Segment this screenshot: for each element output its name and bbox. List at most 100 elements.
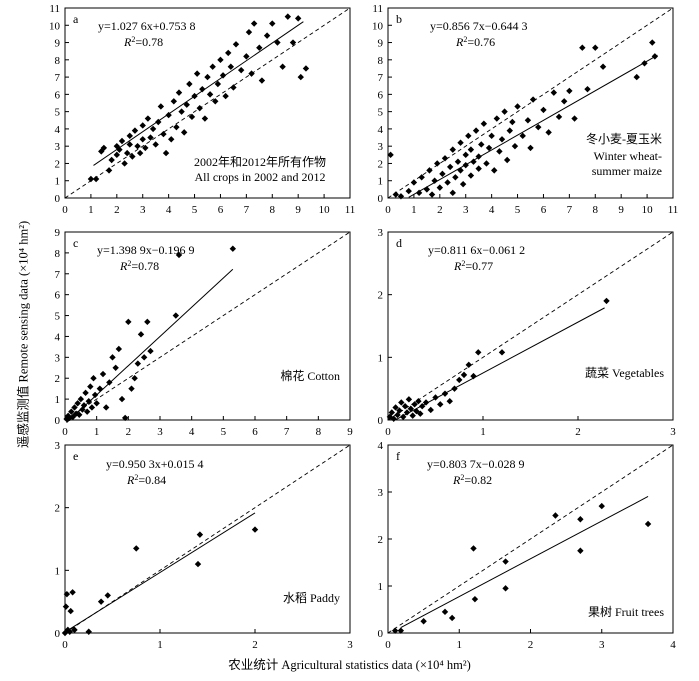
x-tick-label: 1 bbox=[480, 426, 486, 438]
x-tick-label: 1 bbox=[157, 639, 163, 651]
x-axis-label: 农业统计 Agricultural statistics data (×10⁴ … bbox=[228, 658, 471, 672]
data-point bbox=[183, 101, 190, 108]
data-point bbox=[441, 155, 449, 162]
crop-label: 冬小麦-夏玉米 bbox=[586, 131, 662, 146]
data-point bbox=[115, 345, 123, 353]
regression-equation: y=0.803 7x−0.028 9 bbox=[427, 457, 525, 471]
y-tick-label: 6 bbox=[55, 290, 61, 302]
data-point bbox=[209, 63, 216, 70]
y-tick-label: 8 bbox=[55, 55, 61, 67]
data-point bbox=[289, 39, 297, 46]
data-point bbox=[88, 404, 96, 411]
data-point bbox=[64, 626, 72, 634]
y-tick-label: 0 bbox=[55, 628, 61, 640]
data-point bbox=[407, 405, 414, 412]
x-tick-label: 1 bbox=[457, 639, 463, 651]
data-point bbox=[584, 85, 591, 93]
data-point bbox=[99, 370, 107, 378]
x-tick-label: 6 bbox=[252, 426, 258, 438]
y-tick-label: 8 bbox=[378, 55, 384, 67]
data-point bbox=[125, 318, 132, 326]
x-tick-label: 1 bbox=[88, 204, 94, 216]
data-point bbox=[493, 115, 501, 122]
data-point bbox=[104, 592, 111, 599]
data-point bbox=[97, 598, 105, 605]
data-point bbox=[401, 403, 409, 410]
data-point bbox=[155, 118, 162, 126]
x-tick-label: 1 bbox=[411, 204, 417, 216]
data-point bbox=[76, 411, 83, 418]
data-point bbox=[527, 144, 534, 152]
data-point bbox=[87, 383, 94, 390]
data-point bbox=[63, 590, 71, 598]
x-tick-label: 2 bbox=[575, 426, 581, 438]
x-tick-label: 2 bbox=[437, 204, 443, 216]
x-tick-label: 7 bbox=[284, 426, 290, 438]
x-tick-label: 4 bbox=[489, 204, 495, 216]
x-tick-label: 11 bbox=[345, 204, 356, 216]
data-point bbox=[258, 77, 266, 84]
data-point bbox=[96, 385, 104, 392]
data-point bbox=[644, 520, 652, 528]
data-point bbox=[485, 144, 493, 152]
y-tick-label: 2 bbox=[55, 158, 61, 170]
x-tick-label: 2 bbox=[126, 426, 132, 438]
regression-line bbox=[64, 512, 256, 633]
data-point bbox=[67, 607, 74, 615]
data-point bbox=[391, 627, 399, 634]
y-tick-label: 3 bbox=[378, 487, 384, 499]
data-point bbox=[137, 331, 145, 338]
panel-letter: e bbox=[73, 449, 78, 463]
data-point bbox=[269, 20, 276, 27]
data-point bbox=[263, 32, 271, 39]
data-point bbox=[91, 391, 99, 399]
data-point bbox=[392, 404, 399, 411]
data-point bbox=[480, 120, 488, 127]
plot-frame bbox=[64, 444, 351, 634]
data-point bbox=[232, 41, 240, 48]
data-point bbox=[279, 63, 286, 70]
y-tick-label: 1 bbox=[378, 176, 384, 188]
data-point bbox=[475, 153, 482, 160]
data-point bbox=[496, 148, 503, 155]
y-tick-label: 5 bbox=[55, 311, 61, 323]
x-tick-label: 6 bbox=[541, 204, 547, 216]
data-point bbox=[460, 371, 468, 379]
regression-line bbox=[400, 496, 649, 629]
data-point bbox=[140, 354, 148, 361]
data-point bbox=[397, 193, 405, 200]
data-point bbox=[502, 585, 509, 592]
x-tick-label: 0 bbox=[385, 204, 391, 216]
data-point bbox=[470, 158, 477, 165]
one-to-one-line bbox=[64, 231, 351, 421]
data-point bbox=[201, 115, 209, 122]
y-tick-label: 9 bbox=[378, 38, 384, 50]
data-point bbox=[432, 394, 439, 401]
panel-letter: b bbox=[396, 12, 402, 26]
data-point bbox=[251, 526, 259, 533]
data-point bbox=[256, 44, 263, 51]
plot-frame bbox=[387, 7, 674, 199]
data-point bbox=[133, 545, 140, 552]
y-tick-label: 1 bbox=[55, 565, 61, 577]
data-point bbox=[467, 146, 475, 153]
data-point bbox=[144, 115, 152, 122]
regression-equation: y=1.398 9x−0.196 9 bbox=[97, 243, 195, 257]
y-tick-label: 8 bbox=[55, 248, 61, 260]
data-point bbox=[387, 151, 394, 159]
data-point bbox=[160, 130, 167, 138]
y-tick-label: 2 bbox=[378, 158, 384, 170]
data-point bbox=[71, 404, 78, 411]
r-squared-label: R2=0.84 bbox=[126, 473, 166, 488]
plot-frame bbox=[64, 231, 351, 421]
data-point bbox=[175, 89, 183, 96]
regression-equation: y=0.856 7x−0.644 3 bbox=[430, 19, 528, 33]
data-point bbox=[152, 141, 159, 148]
data-point bbox=[229, 245, 237, 252]
data-point bbox=[398, 399, 405, 406]
data-point bbox=[196, 104, 203, 112]
one-to-one-line bbox=[387, 231, 674, 421]
data-point bbox=[441, 390, 449, 397]
x-tick-label: 9 bbox=[295, 204, 301, 216]
